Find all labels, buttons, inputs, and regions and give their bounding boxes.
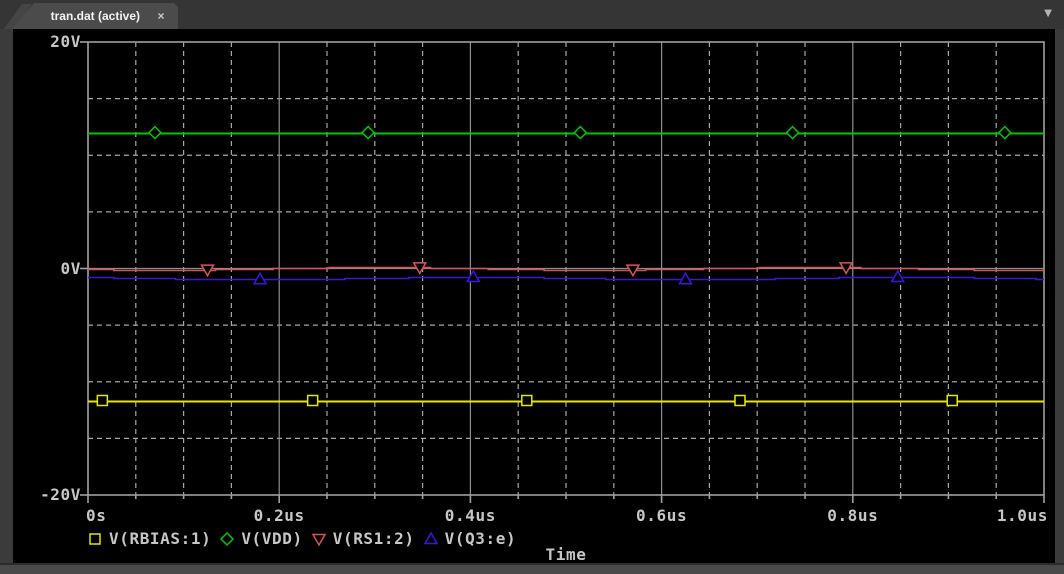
tab-tran-dat[interactable]: tran.dat (active) ×	[12, 3, 178, 29]
tab-close-icon[interactable]: ×	[157, 9, 165, 23]
x-tick-label: 0.6us	[636, 506, 688, 525]
x-tick-label: 0.4us	[444, 506, 496, 525]
trace-V(RS1:2)	[88, 266, 1044, 272]
x-tick-label: 0s	[86, 506, 107, 525]
legend-triangle-up-icon[interactable]	[423, 530, 439, 547]
trace-marker-diamond	[997, 125, 1012, 140]
y-tick-label: -20V	[40, 485, 81, 504]
trace-marker-triangle-up	[678, 271, 693, 285]
bottom-scrollbar[interactable]	[0, 563, 1064, 574]
legend-square-icon[interactable]	[87, 531, 103, 547]
trace-V(Q3:e)	[88, 276, 1044, 281]
trace-marker-diamond	[785, 125, 800, 140]
x-axis-title: Time	[545, 545, 587, 564]
trace-marker-triangle-down	[200, 264, 215, 278]
legend-diamond-icon[interactable]	[219, 531, 235, 547]
y-tick-label: 0V	[60, 258, 81, 278]
trace-marker-triangle-up	[465, 269, 481, 283]
trace-marker-triangle-down	[838, 262, 854, 275]
y-tick-label: 20V	[50, 32, 81, 51]
trace-marker-diamond	[573, 125, 588, 140]
trace-marker-diamond	[147, 125, 162, 140]
trace-marker-square	[96, 394, 109, 407]
legend-triangle-down-icon[interactable]	[311, 531, 327, 547]
plot-canvas[interactable]	[13, 29, 1055, 563]
legend-item-V(Q3:e)[interactable]: V(Q3:e)	[423, 529, 517, 548]
trace-marker-square	[946, 394, 958, 407]
tab-bar: tran.dat (active) × ▼	[0, 0, 1064, 29]
legend: V(RBIAS:1) V(VDD) V(RS1:2) V(Q3:e)	[87, 529, 516, 548]
legend-label[interactable]: V(Q3:e)	[444, 529, 517, 548]
x-tick-label: 0.2us	[253, 506, 305, 525]
x-tick-label: 0.8us	[827, 506, 879, 525]
trace-marker-diamond	[361, 125, 376, 140]
trace-marker-square	[306, 394, 319, 407]
trace-marker-triangle-up	[890, 269, 906, 283]
legend-item-V(VDD)[interactable]: V(VDD)	[219, 529, 302, 548]
chevron-down-icon[interactable]: ▼	[1044, 8, 1052, 19]
trace-marker-triangle-down	[625, 264, 641, 278]
trace-marker-square	[521, 394, 533, 407]
legend-item-V(RBIAS:1)[interactable]: V(RBIAS:1)	[87, 529, 211, 548]
trace-marker-square	[734, 394, 746, 407]
legend-label[interactable]: V(RBIAS:1)	[109, 529, 212, 548]
legend-label[interactable]: V(RS1:2)	[332, 529, 415, 548]
trace-marker-triangle-down	[412, 262, 428, 275]
legend-label[interactable]: V(VDD)	[241, 529, 303, 548]
trace-marker-triangle-up	[252, 271, 268, 285]
x-tick-label: 1.0us	[996, 506, 1048, 525]
legend-item-V(RS1:2)[interactable]: V(RS1:2)	[311, 529, 415, 548]
tab-title: tran.dat (active)	[50, 9, 140, 23]
